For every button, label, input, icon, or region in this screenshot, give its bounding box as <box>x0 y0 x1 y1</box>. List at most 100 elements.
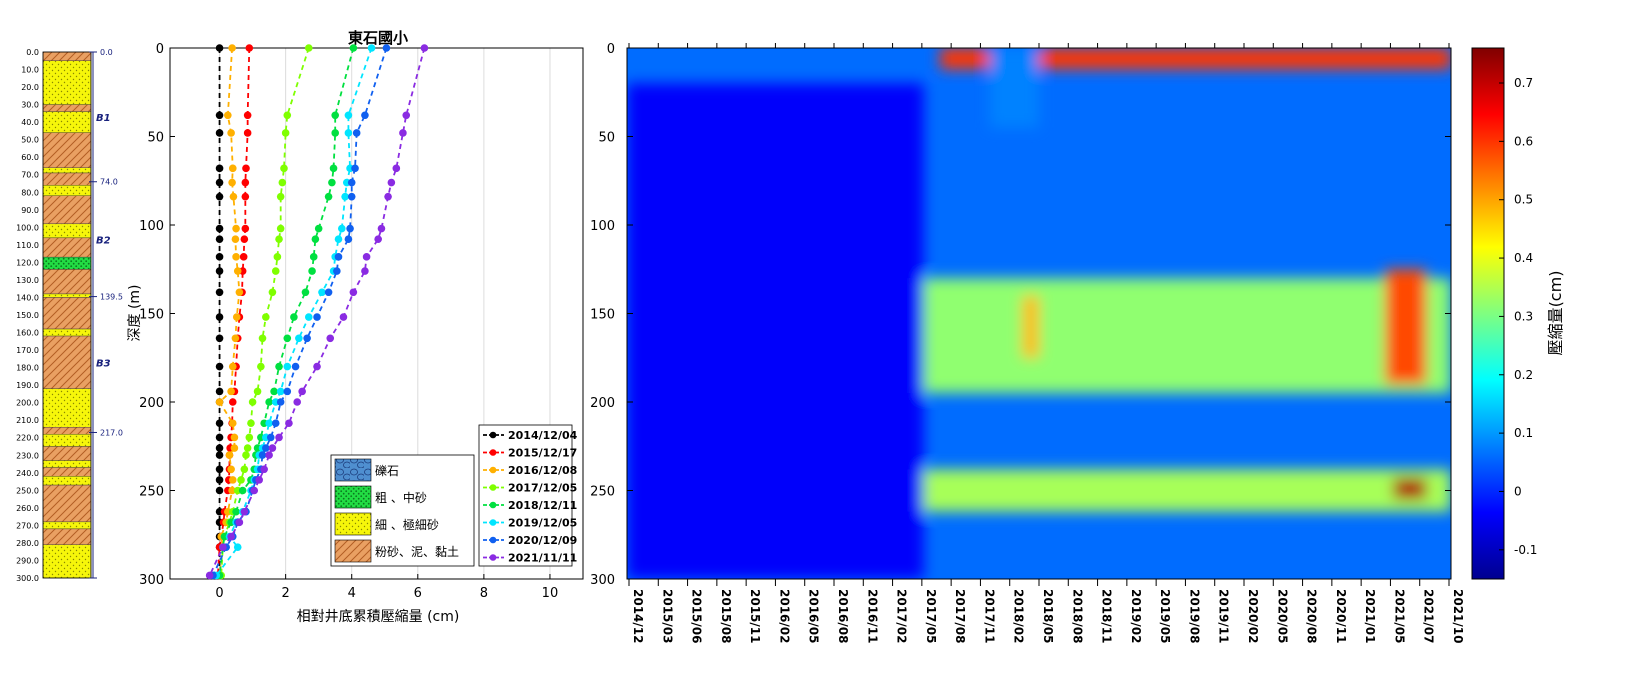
data-point <box>215 178 224 187</box>
data-point <box>215 362 224 371</box>
data-point <box>283 334 292 343</box>
data-point <box>281 129 290 137</box>
strata-layer-silt-clay <box>42 467 92 477</box>
strata-depth-tick-label: 20.0 <box>21 83 39 92</box>
x-tick-label: 0 <box>215 586 223 601</box>
legend-entry-label: 2019/12/05 <box>508 517 577 530</box>
compaction-heatmap: 0 50 100 150 200 250 300 2014/12 2015/03 2015/06 2… <box>590 42 1465 643</box>
data-point <box>215 486 224 495</box>
data-point <box>275 362 283 371</box>
data-point <box>240 465 249 474</box>
heatmap-features <box>627 48 1451 579</box>
heatmap-x-tick-label: 2019/11 <box>1217 589 1231 643</box>
heatmap-x-tick-label: 2016/02 <box>777 589 791 643</box>
heatmap-x-tick-label: 2016/11 <box>865 589 879 643</box>
heatmap-x-tick-label: 2021/05 <box>1392 589 1406 643</box>
data-point <box>318 288 326 297</box>
x-tick-label: 4 <box>348 586 356 601</box>
data-point <box>240 507 249 516</box>
data-point <box>227 532 235 541</box>
legend-entry-label: 2014/12/04 <box>508 429 578 442</box>
heatmap-x-tick-label: 2015/08 <box>719 589 733 643</box>
data-point <box>228 419 237 428</box>
data-point <box>384 192 392 201</box>
data-point <box>276 224 285 233</box>
data-point <box>331 129 340 137</box>
data-point <box>341 192 349 201</box>
strata-depth-tick-label: 90.0 <box>21 206 39 215</box>
heatmap-region <box>1022 295 1039 358</box>
strata-layer-fine-sand <box>42 185 92 196</box>
aquifer-label: B3 <box>96 358 111 369</box>
strata-depth-tick-label: 60.0 <box>21 153 39 162</box>
strata-layer-fine-sand <box>42 460 92 468</box>
data-point <box>215 444 224 452</box>
colorbar-tick-label: 0 <box>1514 484 1522 498</box>
data-point <box>392 164 401 173</box>
y-tick-label: 0 <box>156 42 164 57</box>
strata-depth-tick-label: 280.0 <box>16 539 39 548</box>
heatmap-region <box>1393 478 1427 500</box>
legend-entry-label: 2020/12/09 <box>508 534 577 547</box>
data-point <box>239 253 248 261</box>
data-point <box>295 334 303 343</box>
strata-layer-silt-clay <box>42 335 92 389</box>
data-point <box>258 451 267 459</box>
strata-boundary-label: 74.0 <box>100 178 118 187</box>
data-point <box>232 313 241 321</box>
heatmap-y-tick-label: 150 <box>590 308 615 323</box>
data-point <box>243 129 252 137</box>
strata-depth-tick-label: 80.0 <box>21 188 39 197</box>
data-point <box>228 398 237 406</box>
heatmap-region <box>923 278 1451 394</box>
colorbar-gradient <box>1471 47 1505 580</box>
data-point <box>262 313 270 321</box>
heatmap-y-tick-label: 0 <box>607 42 615 57</box>
y-tick-label: 150 <box>139 308 164 323</box>
data-point <box>276 387 285 396</box>
heatmap-y-tick-label: 250 <box>590 485 615 500</box>
data-point <box>324 192 333 201</box>
strata-depth-tick-label: 190.0 <box>16 381 39 390</box>
data-point <box>228 486 236 495</box>
data-point <box>268 288 277 297</box>
data-point <box>346 224 354 233</box>
heatmap-y-tick-label: 300 <box>590 573 615 588</box>
strata-depth-tick-label: 70.0 <box>21 171 39 180</box>
strata-layer-silt-clay <box>42 195 92 225</box>
data-point <box>270 387 278 396</box>
strata-layer-fine-sand <box>42 293 92 298</box>
colorbar-tick-label: 0.5 <box>1514 193 1533 207</box>
data-point <box>215 164 224 173</box>
colorbar-label: 壓縮量(cm) <box>1546 271 1565 356</box>
data-point <box>271 267 280 275</box>
data-point <box>230 433 239 442</box>
strata-layer-silt-clay <box>42 484 92 523</box>
strata-layer-silt-clay <box>42 269 92 295</box>
data-point <box>248 398 257 406</box>
aquifer-label: B2 <box>96 236 111 247</box>
strata-layer-silt-clay <box>42 172 92 186</box>
heatmap-x-tick-label: 2017/11 <box>982 589 996 643</box>
data-point <box>215 192 224 201</box>
colorbar-tick-label: 0.7 <box>1514 76 1533 90</box>
heatmap-x-tick-label: 2020/05 <box>1275 589 1289 643</box>
strata-layer-fine-sand <box>42 60 92 105</box>
colorbar-tick-label: 0.2 <box>1514 368 1533 382</box>
strata-column: 0.0 10.0 20.0 30.0 40.0 50.0 60.0 70.0 80.0 90.0 1… <box>16 48 123 583</box>
data-point <box>245 44 254 52</box>
lithology-swatch-coarse-sand <box>334 485 372 509</box>
data-point <box>377 224 386 233</box>
heatmap-x-tick-label: 2014/12 <box>631 589 645 643</box>
colorbar-tick-label: 0.3 <box>1514 309 1533 323</box>
data-point <box>362 253 371 261</box>
data-point <box>291 362 300 371</box>
strata-depth-tick-label: 200.0 <box>16 399 39 408</box>
data-point <box>303 334 311 343</box>
data-point <box>349 44 358 52</box>
strata-layer-silt-clay <box>42 51 92 61</box>
data-point <box>338 224 346 233</box>
data-point <box>275 235 283 243</box>
strata-depth-tick-label: 30.0 <box>21 101 39 110</box>
